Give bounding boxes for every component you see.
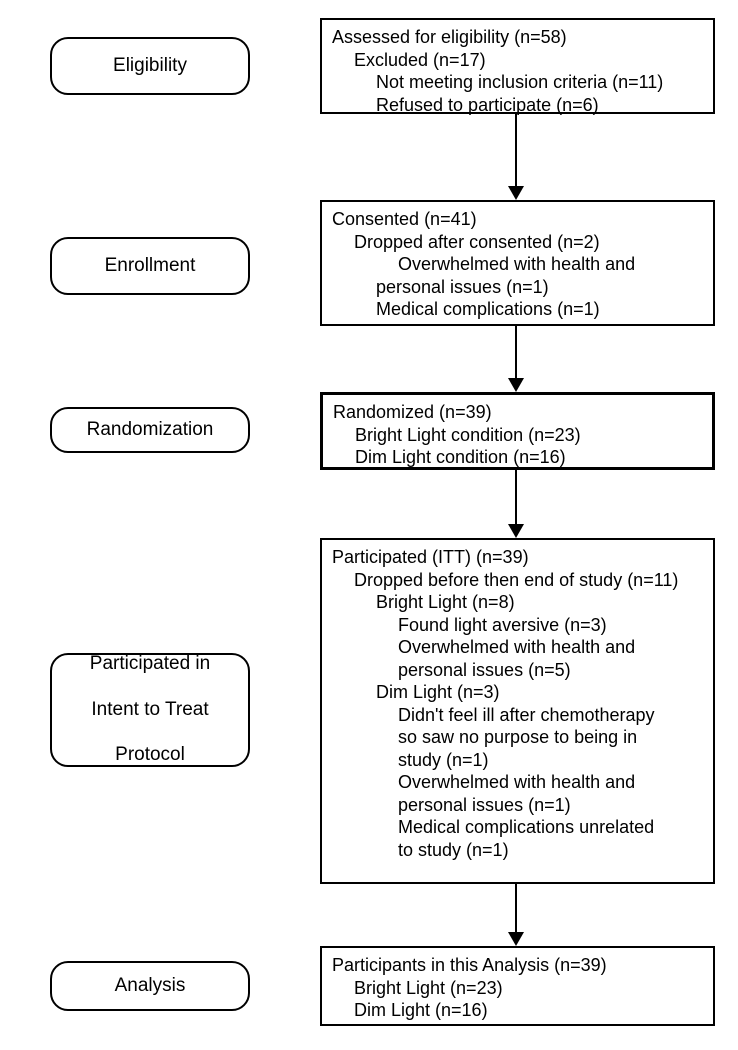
line: Not meeting inclusion criteria (n=11): [332, 71, 703, 94]
stage-label-randomization: Randomization: [50, 407, 250, 453]
line: Randomized (n=39): [333, 402, 492, 422]
line: Dropped before then end of study (n=11): [332, 569, 703, 592]
line: Dropped after consented (n=2): [332, 231, 703, 254]
line: Refused to participate (n=6): [332, 94, 703, 117]
line: Found light aversive (n=3): [332, 614, 703, 637]
label-text: Eligibility: [113, 55, 187, 78]
box-eligibility: Assessed for eligibility (n=58) Excluded…: [320, 18, 715, 114]
line: Overwhelmed with health and: [332, 253, 703, 276]
flow-arrow-line: [515, 470, 517, 524]
line: so saw no purpose to being in: [332, 726, 703, 749]
flow-arrow-head-icon: [508, 186, 524, 200]
flow-arrow-line: [515, 884, 517, 932]
line: Consented (n=41): [332, 209, 477, 229]
line: Dim Light (n=3): [332, 681, 703, 704]
line: Dim Light (n=16): [332, 999, 703, 1022]
line: Bright Light (n=23): [332, 977, 703, 1000]
line: Medical complications (n=1): [332, 298, 703, 321]
line: Didn't feel ill after chemotherapy: [332, 704, 703, 727]
label-line3: Protocol: [115, 744, 185, 767]
label-line1: Participated in: [90, 653, 210, 676]
line: Bright Light (n=8): [332, 591, 703, 614]
line: study (n=1): [332, 749, 703, 772]
line: Participated (ITT) (n=39): [332, 547, 529, 567]
label-text: Analysis: [115, 975, 186, 998]
line: personal issues (n=5): [332, 659, 703, 682]
line: personal issues (n=1): [332, 276, 703, 299]
box-enrollment: Consented (n=41) Dropped after consented…: [320, 200, 715, 326]
line: personal issues (n=1): [332, 794, 703, 817]
flow-arrow-line: [515, 326, 517, 378]
line: Bright Light condition (n=23): [333, 424, 702, 447]
stage-label-eligibility: Eligibility: [50, 37, 250, 95]
flow-arrow-head-icon: [508, 932, 524, 946]
line: Medical complications unrelated: [332, 816, 703, 839]
flow-arrow-head-icon: [508, 378, 524, 392]
line: Dim Light condition (n=16): [333, 446, 702, 469]
line: Assessed for eligibility (n=58): [332, 27, 567, 47]
line: to study (n=1): [332, 839, 703, 862]
line: Excluded (n=17): [332, 49, 703, 72]
flow-arrow-head-icon: [508, 524, 524, 538]
label-text: Randomization: [87, 419, 214, 442]
line: Overwhelmed with health and: [332, 771, 703, 794]
flow-arrow-line: [515, 114, 517, 186]
stage-label-participation: Participated in Intent to Treat Protocol: [50, 653, 250, 767]
box-analysis: Participants in this Analysis (n=39) Bri…: [320, 946, 715, 1026]
stage-label-analysis: Analysis: [50, 961, 250, 1011]
box-randomization: Randomized (n=39) Bright Light condition…: [320, 392, 715, 470]
label-line2: Intent to Treat: [91, 699, 208, 722]
line: Overwhelmed with health and: [332, 636, 703, 659]
label-text: Enrollment: [105, 255, 196, 278]
stage-label-enrollment: Enrollment: [50, 237, 250, 295]
line: Participants in this Analysis (n=39): [332, 955, 607, 975]
box-participation: Participated (ITT) (n=39) Dropped before…: [320, 538, 715, 884]
